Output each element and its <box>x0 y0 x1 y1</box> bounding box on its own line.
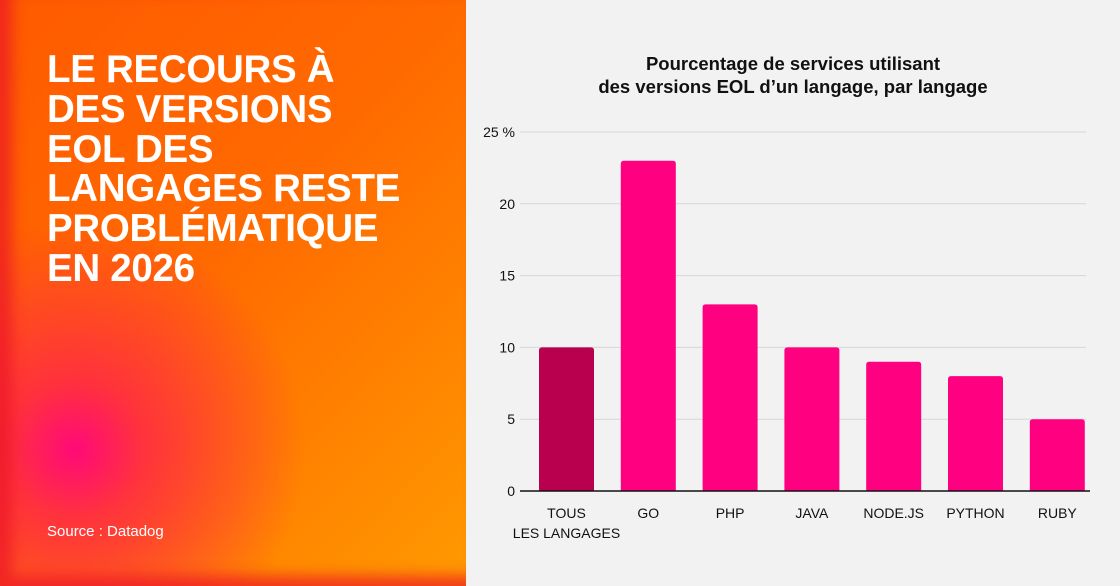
bar <box>1029 419 1085 491</box>
headline-line: LE RECOURS À <box>47 48 335 91</box>
x-tick-label: TOUS <box>547 505 586 521</box>
y-tick-label: 0 <box>507 483 515 499</box>
headline-line: DES VERSIONS <box>47 87 333 131</box>
headline: LE RECOURS À DES VERSIONS EOL DES LANGAG… <box>47 50 457 289</box>
y-tick-label: 5 <box>507 411 515 427</box>
x-tick-label: JAVA <box>795 505 829 521</box>
y-tick-label: 20 <box>499 196 515 212</box>
bar <box>866 361 922 491</box>
chart-title: Pourcentage de services utilisant des ve… <box>466 52 1120 98</box>
chart-title-line: Pourcentage de services utilisant <box>645 53 941 74</box>
headline-line: PROBLÉMATIQUE <box>47 207 379 251</box>
headline-line: EOL DES <box>47 127 214 171</box>
x-tick-label: PHP <box>716 505 745 521</box>
bar <box>539 347 594 491</box>
bar <box>702 304 758 491</box>
source-note: Source : Datadog <box>47 523 164 540</box>
headline-line: LANGAGES RESTE <box>47 167 401 211</box>
x-tick-label: RUBY <box>1038 505 1078 521</box>
headline-panel: LE RECOURS À DES VERSIONS EOL DES LANGAG… <box>0 0 466 586</box>
x-tick-label: NODE.JS <box>863 505 924 521</box>
x-tick-label: PYTHON <box>946 505 1004 521</box>
bar <box>620 160 676 491</box>
headline-line: EN 2026 <box>47 246 195 290</box>
y-tick-label: 25 % <box>483 124 515 140</box>
bar <box>948 376 1003 491</box>
y-tick-label: 15 <box>499 268 515 284</box>
chart-title-line: des versions EOL d’un langage, par langa… <box>598 76 988 97</box>
x-tick-label: GO <box>637 505 659 521</box>
x-tick-label: LES LANGAGES <box>513 525 620 541</box>
bar <box>784 347 840 491</box>
y-tick-label: 10 <box>499 339 515 355</box>
